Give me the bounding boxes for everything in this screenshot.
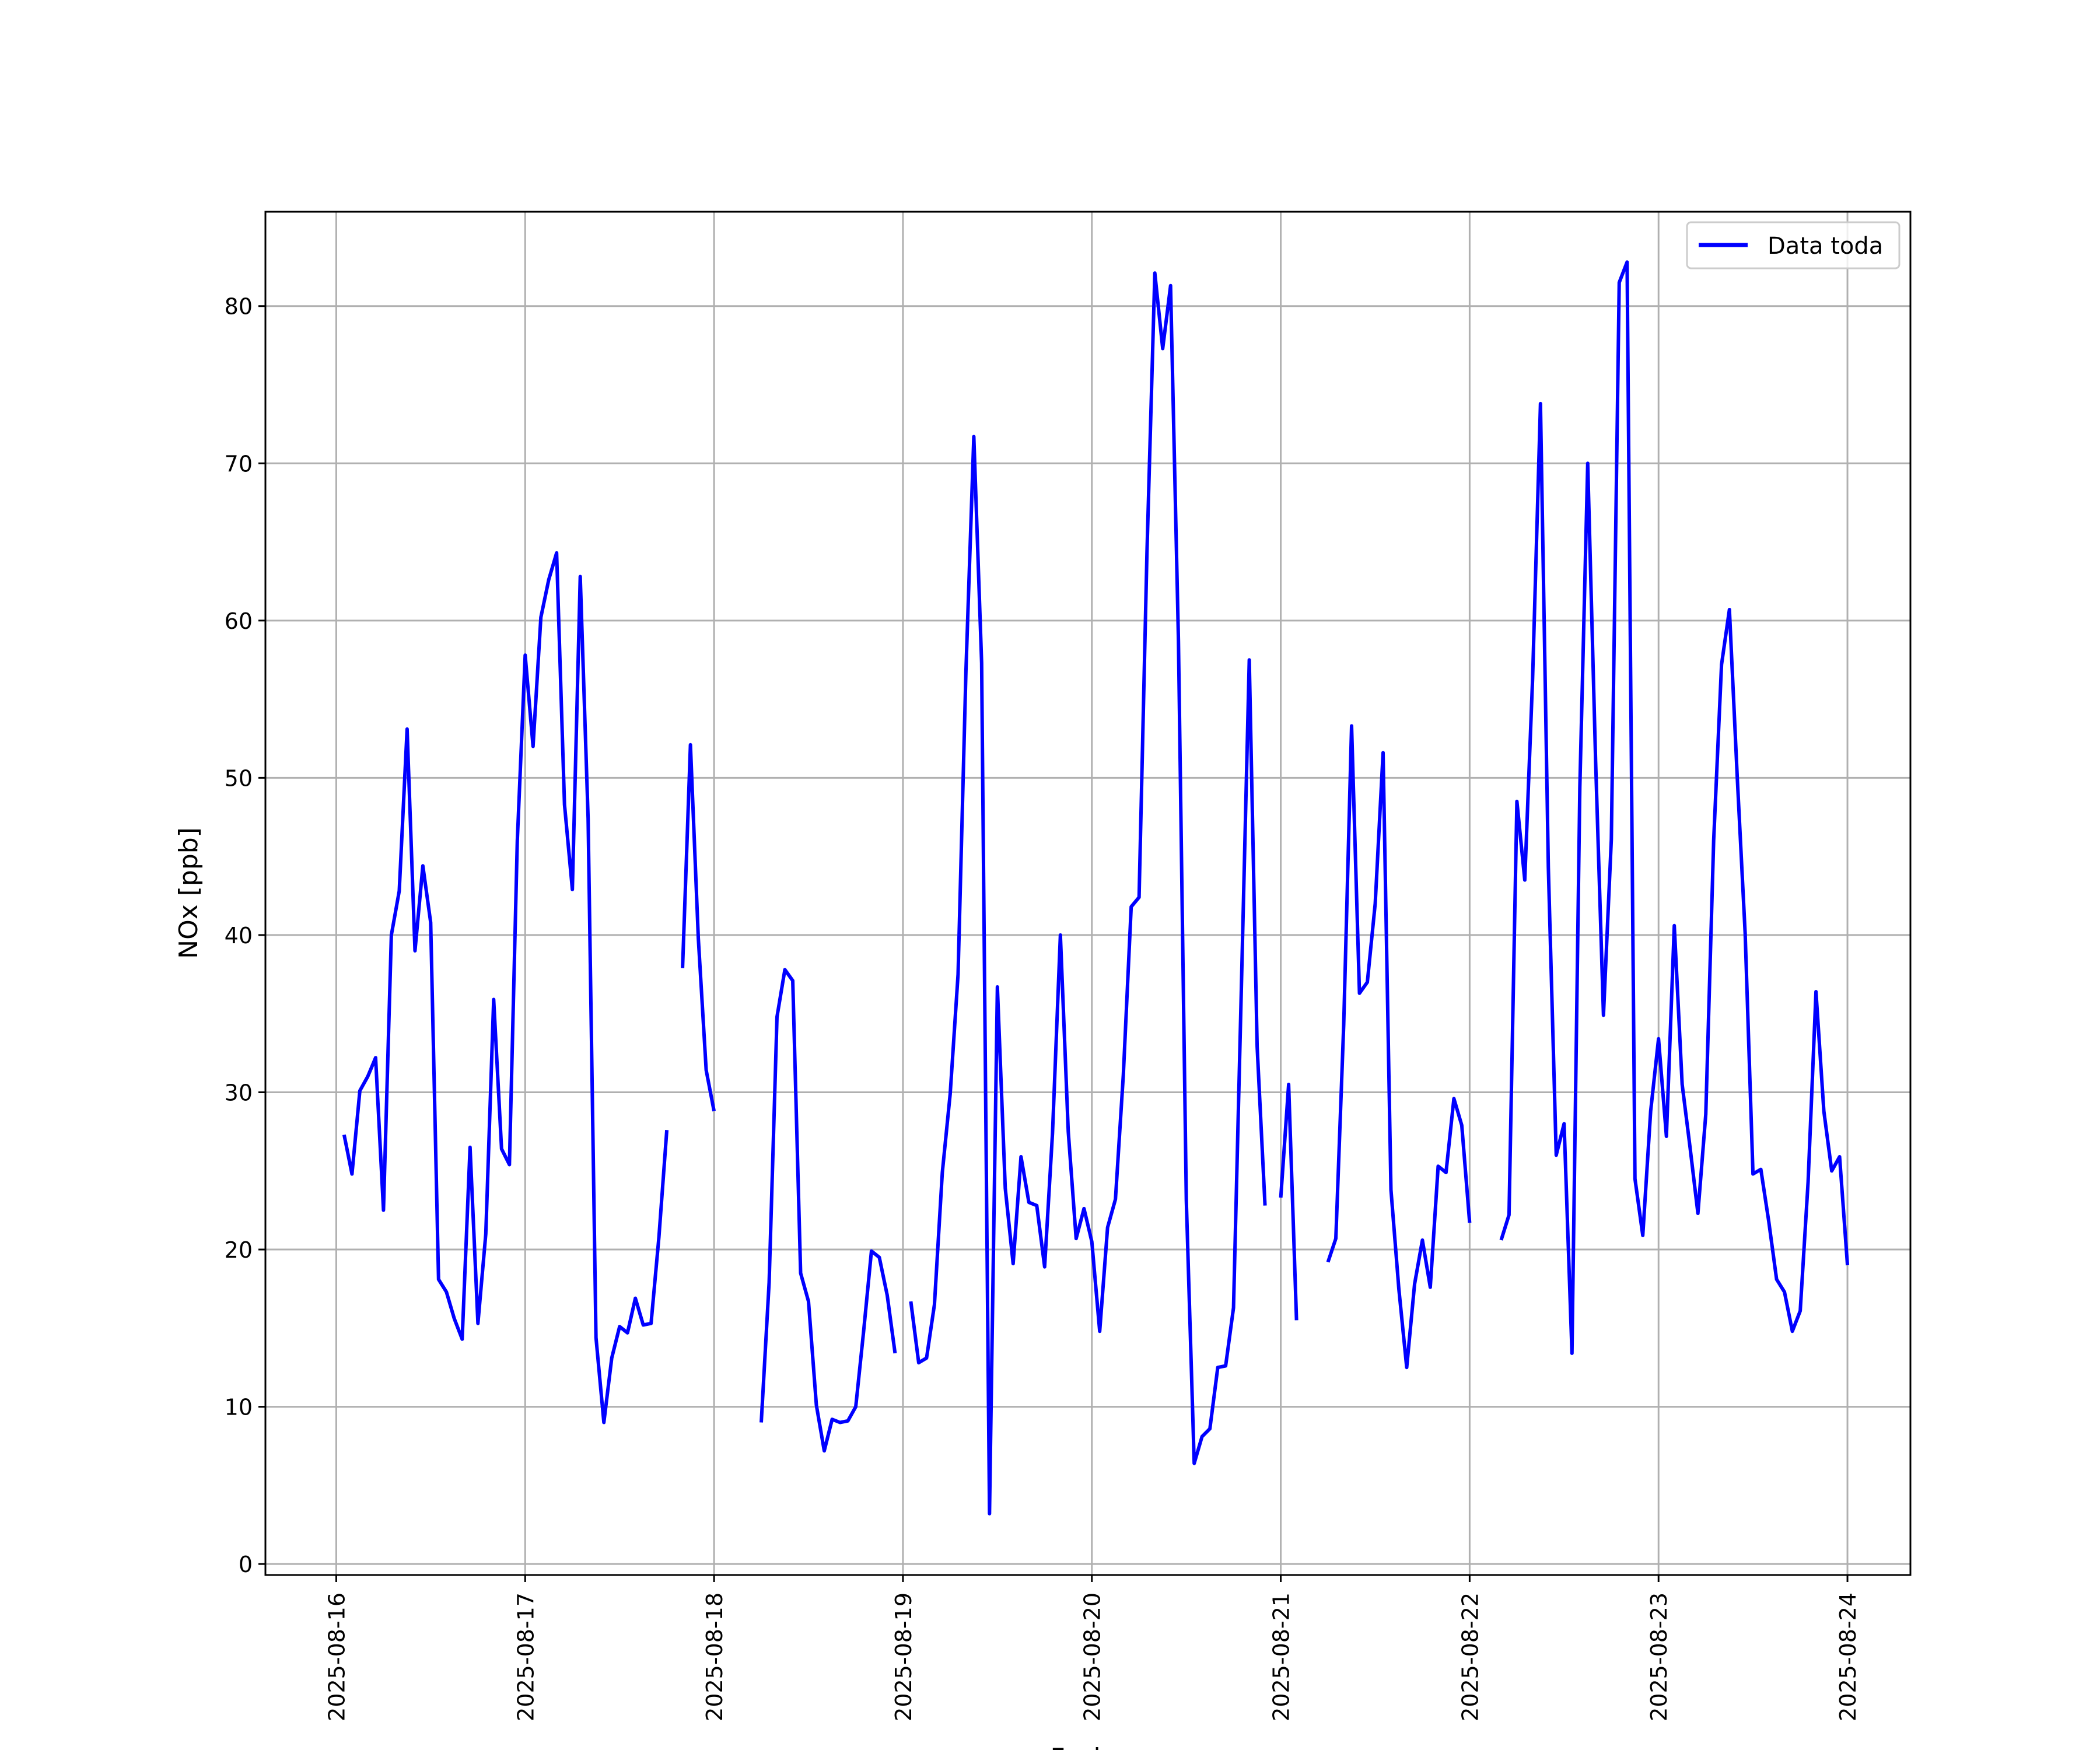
y-tick-label: 50 [225, 765, 253, 791]
x-tick-label: 2025-08-22 [1457, 1592, 1483, 1721]
x-tick-label: 2025-08-18 [702, 1592, 727, 1721]
y-tick-label: 0 [239, 1552, 253, 1577]
series-line-segment [1279, 1083, 1298, 1321]
y-tick-label: 40 [225, 923, 253, 949]
x-tick-label: 2025-08-21 [1269, 1592, 1294, 1721]
y-tick-label: 60 [225, 608, 253, 634]
legend-entry-label: Data toda [1768, 233, 1883, 260]
y-axis-label: NOx [ppb] [174, 827, 204, 959]
y-tick-label: 20 [225, 1237, 253, 1263]
series-line-segment [681, 743, 716, 1112]
y-axis: 0 10 20 30 40 50 60 70 80 [225, 294, 265, 1577]
series-line-segment [1499, 260, 1850, 1355]
series-line-segment [342, 551, 669, 1424]
y-tick-label: 10 [225, 1395, 253, 1420]
plot-frame [264, 211, 1912, 1576]
y-tick-label: 70 [225, 451, 253, 477]
x-axis-label: Fecha [1050, 1743, 1125, 1750]
grid-lines [265, 212, 1910, 1575]
x-tick-label: 2025-08-24 [1835, 1592, 1861, 1721]
x-tick-label: 2025-08-16 [324, 1592, 349, 1721]
legend: Data toda [1686, 221, 1901, 270]
series-line-segment [760, 968, 897, 1453]
y-tick-label: 80 [225, 294, 253, 320]
series-data-toda [342, 260, 1850, 1516]
series-line-segment [1326, 724, 1472, 1370]
series-line-segment [909, 271, 1267, 1516]
x-tick-label: 2025-08-20 [1080, 1592, 1105, 1721]
y-tick-label: 30 [225, 1080, 253, 1105]
legend-box [1686, 221, 1901, 270]
x-axis: 2025-08-16 2025-08-17 2025-08-18 2025-08-19… [324, 1575, 1861, 1721]
x-tick-label: 2025-08-23 [1646, 1592, 1672, 1721]
x-tick-label: 2025-08-19 [891, 1592, 916, 1721]
x-tick-label: 2025-08-17 [513, 1592, 538, 1721]
